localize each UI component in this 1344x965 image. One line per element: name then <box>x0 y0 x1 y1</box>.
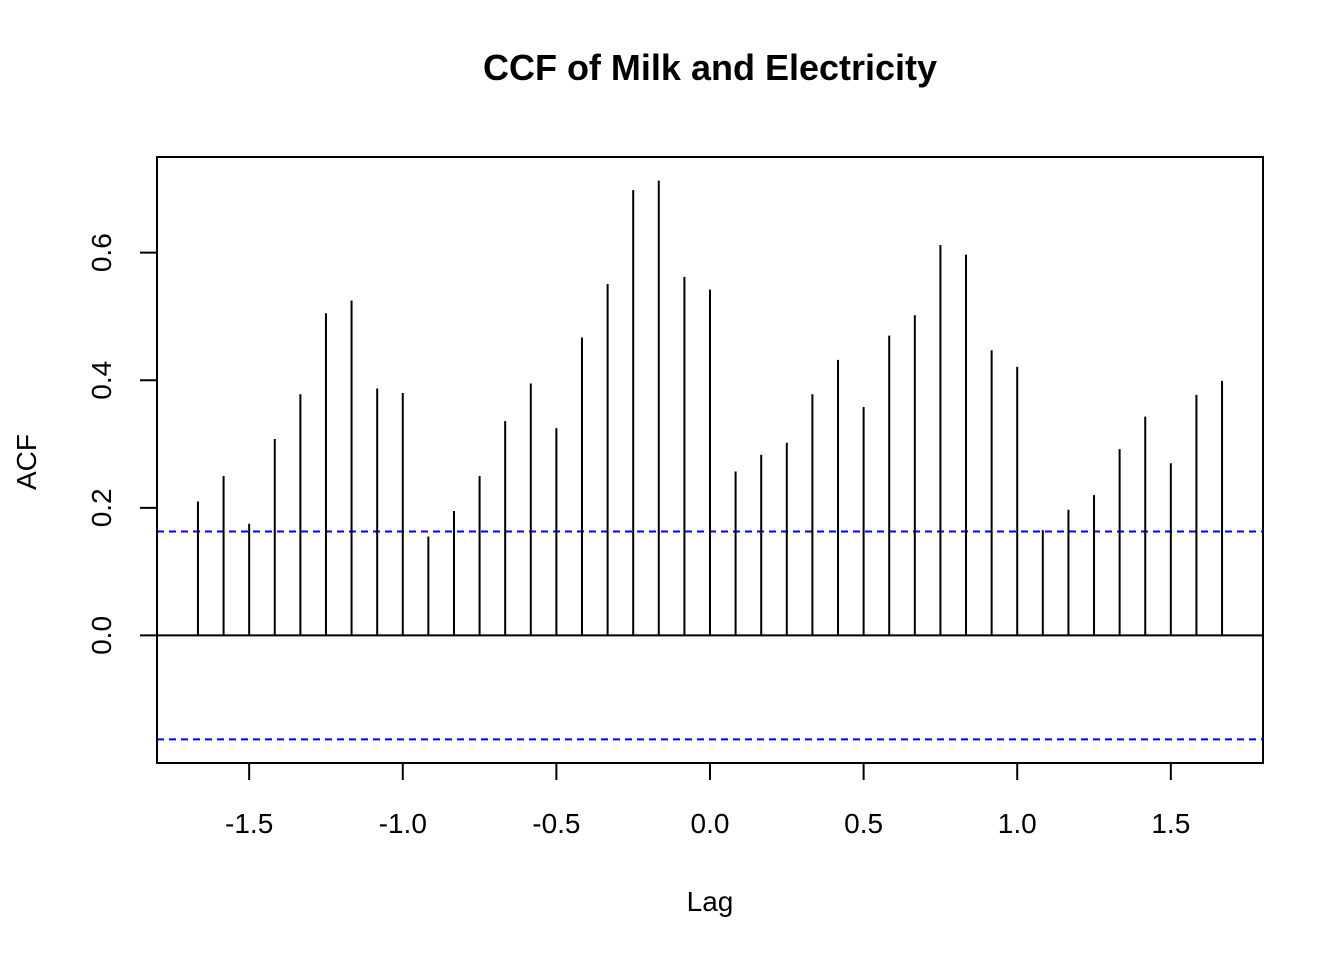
y-tick-label: 0.6 <box>86 233 117 272</box>
x-tick-label: 1.5 <box>1151 808 1190 839</box>
plot-area: -1.5 -1.0 -0.5 0.0 0.5 1.0 1.5 0.0 0.2 0.4 0.6 <box>86 156 1264 839</box>
chart-title: CCF of Milk and Electricity <box>483 47 937 88</box>
x-tick-label: 0.0 <box>691 808 730 839</box>
x-tick-label: -0.5 <box>532 808 580 839</box>
y-tick-label: 0.2 <box>86 488 117 527</box>
x-tick-label: 0.5 <box>844 808 883 839</box>
x-tick-label: 1.0 <box>998 808 1037 839</box>
x-tick-label: -1.0 <box>379 808 427 839</box>
x-tick-label: -1.5 <box>225 808 273 839</box>
x-axis-title: Lag <box>687 886 734 917</box>
y-tick-label: 0.4 <box>86 361 117 400</box>
y-axis-title: ACF <box>11 434 42 490</box>
y-tick-label: 0.0 <box>86 616 117 655</box>
